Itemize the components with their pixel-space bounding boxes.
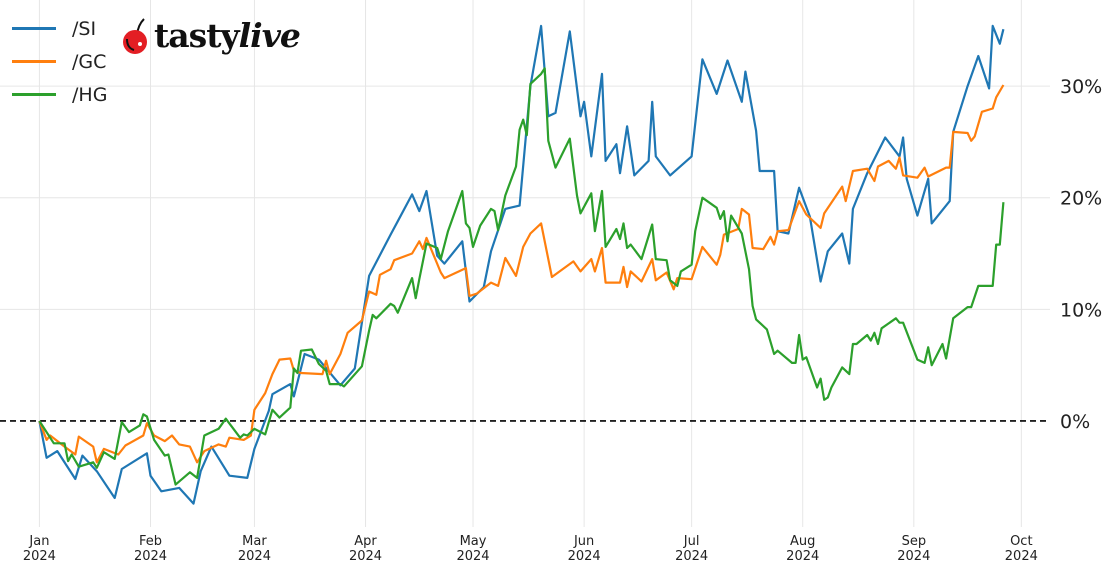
x-tick-month: Feb (139, 534, 162, 549)
y-axis: 0% 10% 20% 30% (1060, 76, 1102, 433)
x-tick-year: 2024 (897, 549, 930, 564)
x-tick-label: Apr 2024 (349, 534, 382, 564)
series-line-gc (38, 84, 1005, 464)
y-tick-label: 0% (1060, 411, 1090, 433)
legend-label-si: /SI (72, 17, 97, 40)
x-tick-label: Aug 2024 (786, 534, 819, 564)
x-tick-label: Sep 2024 (897, 534, 930, 564)
x-tick-label: Mar 2024 (238, 534, 271, 564)
x-tick-label: Feb 2024 (134, 534, 167, 564)
logo-text-tasty: tasty (154, 16, 240, 55)
x-tick-year: 2024 (23, 549, 56, 564)
grid (0, 0, 1050, 527)
legend-swatch-gc (12, 60, 56, 63)
x-tick-month: Jun (573, 534, 594, 549)
x-tick-year: 2024 (456, 549, 489, 564)
x-tick-month: Mar (242, 534, 267, 549)
x-tick-label: Jan 2024 (23, 534, 56, 564)
x-tick-month: Sep (902, 534, 927, 549)
x-tick-year: 2024 (786, 549, 819, 564)
x-tick-label: Jun 2024 (568, 534, 601, 564)
x-tick-month: Jan (28, 534, 49, 549)
legend-label-hg: /HG (72, 83, 108, 106)
x-tick-month: May (460, 534, 487, 549)
x-tick-year: 2024 (238, 549, 271, 564)
x-tick-month: Jul (683, 534, 700, 549)
cherry-icon (123, 17, 147, 54)
legend-item-gc: /GC (12, 45, 107, 78)
legend-swatch-si (12, 27, 56, 30)
x-tick-month: Oct (1010, 534, 1032, 549)
legend: /SI /GC /HG (12, 12, 107, 111)
x-tick-year: 2024 (134, 549, 167, 564)
y-tick-label: 30% (1060, 76, 1102, 98)
x-tick-month: Aug (790, 534, 815, 549)
series-line-hg (38, 67, 1005, 486)
legend-swatch-hg (12, 93, 56, 96)
x-tick-year: 2024 (1005, 549, 1038, 564)
y-tick-label: 20% (1060, 188, 1102, 210)
x-tick-year: 2024 (675, 549, 708, 564)
logo-text-live: live (238, 16, 301, 55)
x-tick-label: May 2024 (456, 534, 489, 564)
x-tick-label: Jul 2024 (675, 534, 708, 564)
series-lines (38, 24, 1005, 505)
legend-item-hg: /HG (12, 78, 107, 111)
logo-text: tastylive (154, 16, 301, 55)
tastylive-logo: tastylive (120, 16, 301, 55)
y-tick-label: 10% (1060, 299, 1102, 321)
legend-label-gc: /GC (72, 50, 107, 73)
x-tick-month: Apr (354, 534, 377, 549)
x-tick-label: Oct 2024 (1005, 534, 1038, 564)
x-tick-year: 2024 (568, 549, 601, 564)
legend-item-si: /SI (12, 12, 107, 45)
series-line-si (38, 24, 1005, 505)
x-tick-year: 2024 (349, 549, 382, 564)
